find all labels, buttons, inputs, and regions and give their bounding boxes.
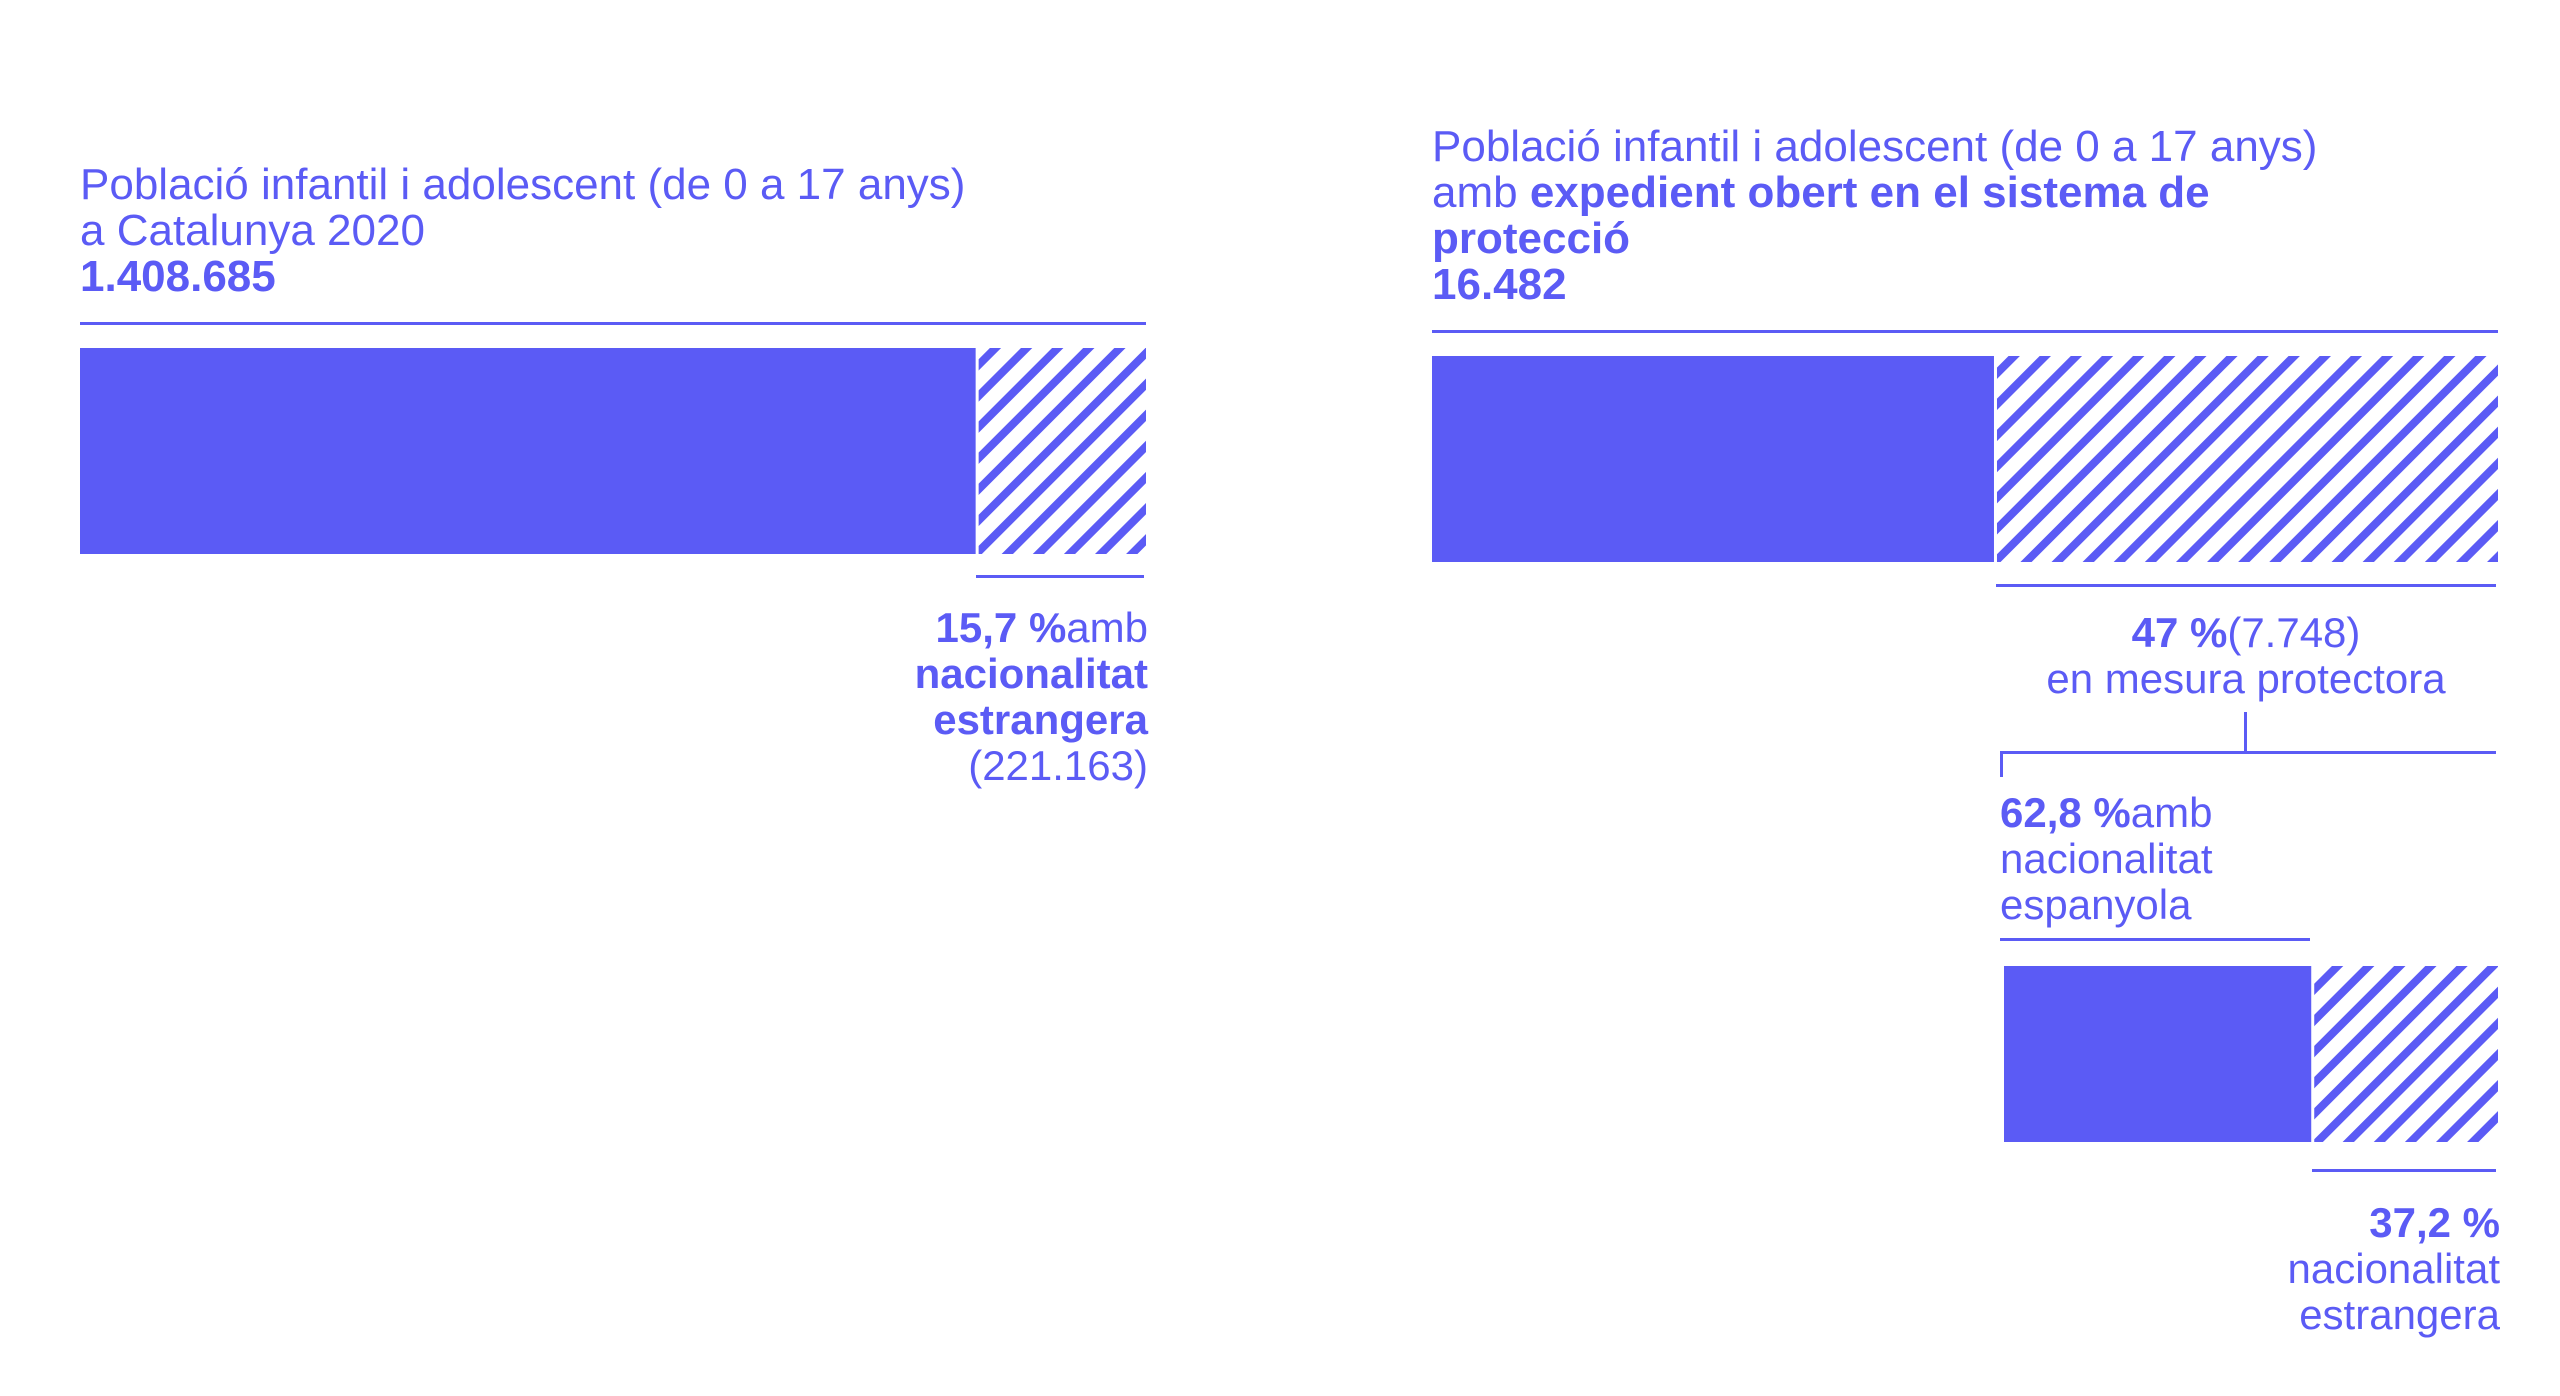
left-total-value: 1.408.685: [80, 252, 276, 301]
right-title-line1: Població infantil i adolescent (de 0 a 1…: [1432, 122, 2318, 171]
right-spanish-line2: nacionalitat: [2000, 835, 2213, 882]
right-measure-label: 47 %(7.748) en mesura protectora: [1996, 610, 2496, 702]
right-foreign-label: 37,2 % nacionalitat estrangera: [2100, 1200, 2500, 1338]
left-foreign-label: 15,7 %amb nacionalitat estrangera (221.1…: [700, 605, 1148, 789]
left-bar-segment-solid: [80, 348, 976, 554]
left-title-rule: [80, 322, 1146, 325]
right-title-bold-line3: protecció: [1432, 214, 1631, 263]
right-spanish-line3: espanyola: [2000, 881, 2192, 928]
left-foreign-amb: amb: [1066, 604, 1148, 651]
right-foreign-line2: nacionalitat: [2287, 1245, 2500, 1292]
right-foreign-rule: [2312, 1169, 2496, 1172]
right-title-amb: amb: [1432, 168, 1530, 217]
right-bar-segment-solid: [1432, 356, 1994, 562]
left-foreign-line2: nacionalitat: [914, 650, 1148, 697]
right-spanish-label: 62,8 %amb nacionalitat espanyola: [2000, 790, 2420, 928]
left-title-line2: a Catalunya 2020: [80, 206, 425, 255]
right-connector-bar: [2000, 751, 2496, 754]
right-spanish-amb: amb: [2130, 789, 2213, 836]
left-foreign-pct: 15,7 %: [935, 604, 1067, 651]
right-spanish-rule: [2000, 938, 2310, 941]
right-connector-left-tick: [2000, 751, 2003, 777]
right-foreign-pct: 37,2 %: [2369, 1199, 2500, 1246]
right-bar-segment-hatched: [1996, 356, 2498, 562]
left-foreign-count: (221.163): [968, 742, 1148, 789]
left-title-line1: Població infantil i adolescent (de 0 a 1…: [80, 160, 966, 209]
right-foreign-line3: estrangera: [2299, 1291, 2500, 1338]
right-spanish-pct: 62,8 %: [2000, 789, 2131, 836]
right-chart-title: Població infantil i adolescent (de 0 a 1…: [1432, 124, 2532, 308]
right-total-value: 16.482: [1432, 260, 1567, 309]
sub-bar-segment-solid: [2004, 966, 2312, 1142]
right-measure-pct: 47 %: [2131, 609, 2228, 656]
left-foreign-line3: estrangera: [933, 696, 1148, 743]
right-title-bold-line2: expedient obert en el sistema de: [1529, 168, 2210, 217]
right-measure-text: en mesura protectora: [2046, 655, 2446, 702]
sub-bar-segment-hatched: [2314, 966, 2498, 1142]
left-bar-segment-hatched: [978, 348, 1146, 554]
right-measure-bracket-rule: [1996, 584, 2496, 587]
right-measure-count: (7.748): [2227, 609, 2361, 656]
left-foreign-bracket-rule: [976, 575, 1144, 578]
right-connector-stem: [2244, 712, 2247, 752]
left-chart-title: Població infantil i adolescent (de 0 a 1…: [80, 162, 1180, 300]
right-title-rule: [1432, 330, 2498, 333]
